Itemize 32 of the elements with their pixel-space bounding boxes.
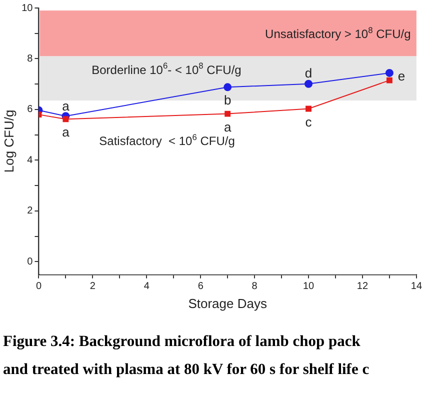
y-tick-label: 0 xyxy=(27,256,34,268)
annotation: a xyxy=(224,119,232,134)
point xyxy=(62,116,69,122)
y-tick-label: 4 xyxy=(27,154,34,166)
x-tick-label: 4 xyxy=(144,281,150,292)
x-tick-label: 10 xyxy=(302,281,315,292)
annotation: d xyxy=(304,65,312,80)
x-tick-label: 6 xyxy=(198,281,204,292)
point xyxy=(386,77,392,84)
x-axis-title: Storage Days xyxy=(188,296,268,311)
x-tick-label: 8 xyxy=(252,281,258,292)
x-tick-label: 12 xyxy=(356,281,368,292)
x-tick-label: 14 xyxy=(410,281,422,292)
annotation: b xyxy=(224,92,232,108)
x-tick-label: 0 xyxy=(36,281,42,292)
annotation: c xyxy=(305,114,312,130)
annotation: e xyxy=(398,68,406,84)
text: and treated with plasma at 80 kV for 60 s for shelf life c xyxy=(3,360,370,380)
point xyxy=(304,80,313,88)
y-axis-title: Log CFU/g xyxy=(1,110,16,173)
y-tick-label: 8 xyxy=(27,53,34,64)
point xyxy=(224,83,232,92)
caption: Figure 3.4: Background microflora of lamb chop pack xyxy=(3,332,362,352)
y-tick-label: 2 xyxy=(27,206,34,217)
point xyxy=(306,106,312,112)
x-tick-label: 2 xyxy=(90,281,96,292)
annotation: a xyxy=(62,124,70,140)
point xyxy=(224,110,231,117)
y-tick-label: 6 xyxy=(27,104,34,116)
y-tick-label: 10 xyxy=(22,2,34,14)
point xyxy=(385,68,394,77)
annotation: a xyxy=(62,98,70,114)
